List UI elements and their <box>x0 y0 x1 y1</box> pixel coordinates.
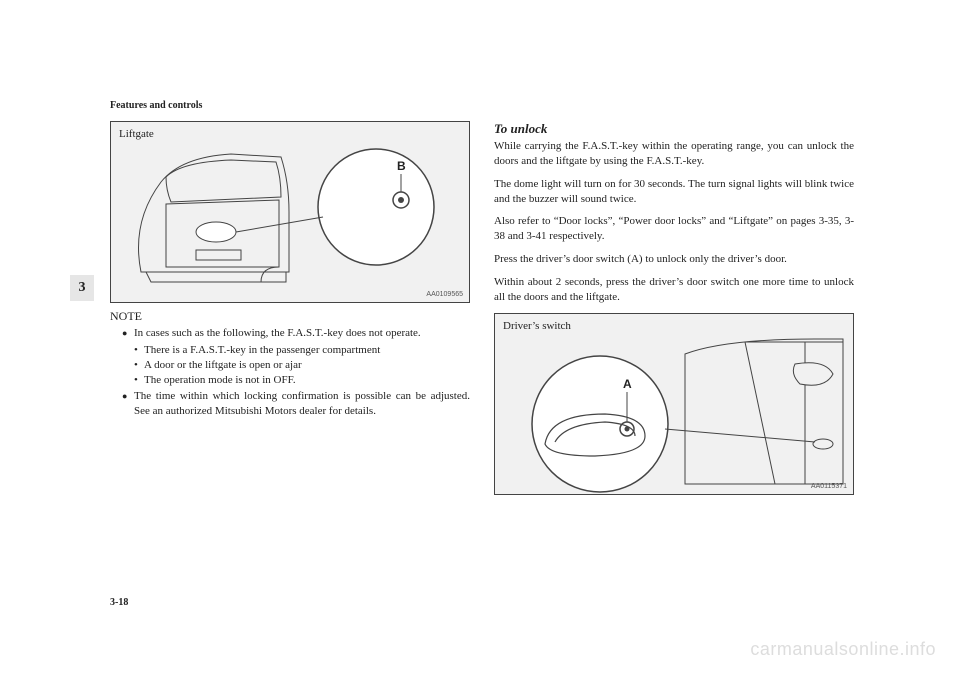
note-heading: NOTE <box>110 309 470 324</box>
sub-item: A door or the liftgate is open or ajar <box>134 358 470 373</box>
page-number: 3-18 <box>110 597 128 608</box>
watermark: carmanualsonline.info <box>750 639 936 660</box>
figure-code: AA0115371 <box>811 483 847 490</box>
drivers-switch-svg: A <box>495 314 853 494</box>
chapter-tab: 3 <box>70 275 94 301</box>
left-column: Liftgate <box>110 121 470 495</box>
right-column: To unlock While carrying the F.A.S.T.-ke… <box>494 121 854 495</box>
sub-item: The operation mode is not in OFF. <box>134 373 470 388</box>
paragraph: Within about 2 seconds, press the driver… <box>494 275 854 305</box>
figure-label: Liftgate <box>119 128 154 140</box>
liftgate-figure: Liftgate <box>110 121 470 303</box>
paragraph: While carrying the F.A.S.T.-key within t… <box>494 139 854 169</box>
bullet-text: The time within which locking confirmati… <box>134 390 470 417</box>
section-header: Features and controls <box>110 100 870 111</box>
paragraph: Also refer to “Door locks”, “Power door … <box>494 214 854 244</box>
figure-code: AA0109565 <box>426 291 463 298</box>
drivers-switch-figure: Driver’s switch <box>494 313 854 495</box>
note-bullet-list: In cases such as the following, the F.A.… <box>122 326 470 419</box>
marker-b: B <box>397 159 406 173</box>
manual-page: 3 Features and controls Liftgate <box>110 100 870 620</box>
note-sublist: There is a F.A.S.T.-key in the passenger… <box>134 343 470 388</box>
paragraph: Press the driver’s door switch (A) to un… <box>494 252 854 267</box>
marker-a: A <box>623 377 632 391</box>
paragraph: The dome light will turn on for 30 secon… <box>494 177 854 207</box>
bullet-text: In cases such as the following, the F.A.… <box>134 327 421 339</box>
note-bullet-2: The time within which locking confirmati… <box>122 389 470 419</box>
to-unlock-heading: To unlock <box>494 121 854 137</box>
two-column-layout: Liftgate <box>110 121 870 495</box>
figure-label: Driver’s switch <box>503 320 571 332</box>
note-bullet-1: In cases such as the following, the F.A.… <box>122 326 470 387</box>
liftgate-svg: B <box>111 122 469 302</box>
sub-item: There is a F.A.S.T.-key in the passenger… <box>134 343 470 358</box>
